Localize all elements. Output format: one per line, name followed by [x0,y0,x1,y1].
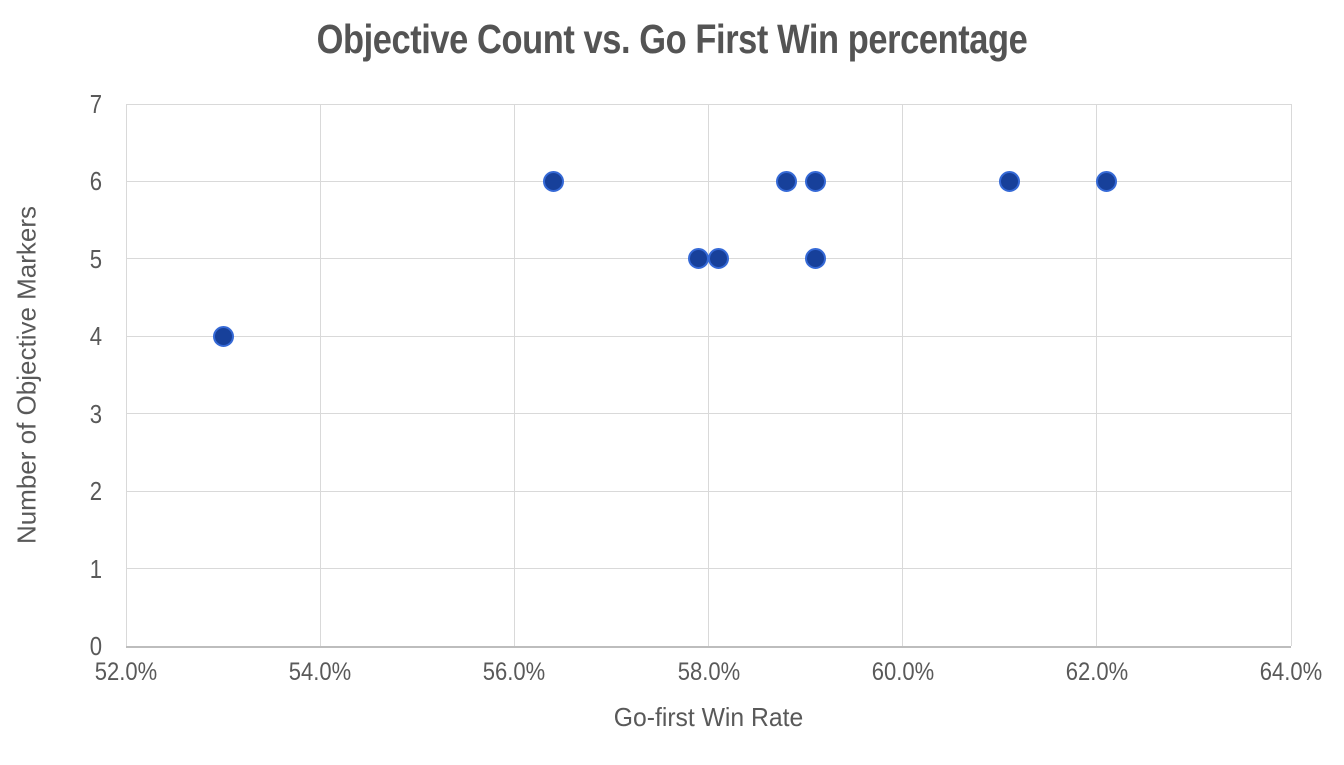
data-point [804,248,826,270]
data-point [707,248,729,270]
x-tick-label: 58.0% [677,658,740,686]
data-point [212,325,234,347]
x-tick-label: 56.0% [483,658,546,686]
gridline-vertical [1290,104,1292,646]
gridline-vertical [513,104,515,646]
y-tick-label: 5 [89,243,102,274]
data-point [688,248,710,270]
data-point [775,170,797,192]
y-tick-label: 7 [89,89,102,119]
chart-title: Objective Count vs. Go First Win percent… [316,16,1028,62]
x-axis-title: Go-first Win Rate [613,702,804,732]
y-tick-label: 0 [89,631,102,661]
gridline-horizontal [126,645,1291,648]
y-tick-label: 2 [89,476,102,507]
gridline-vertical [902,104,904,646]
x-tick-label: 62.0% [1065,658,1129,686]
plot-area [125,103,1292,648]
y-tick-label: 6 [89,166,102,197]
x-tick-label: 64.0% [1259,658,1323,686]
gridline-vertical [319,104,321,646]
data-point [542,170,564,192]
gridline-vertical [1096,104,1098,646]
x-tick-label: 54.0% [288,658,352,686]
data-point [804,170,826,192]
x-tick-label: 52.0% [94,658,158,686]
gridline-vertical [125,104,127,646]
x-tick-label: 60.0% [871,658,934,686]
y-axis-title: Number of Objective Markers [11,205,42,545]
data-point [1096,170,1118,192]
y-tick-label: 1 [89,553,102,584]
y-tick-label: 4 [89,321,102,352]
gridline-vertical [708,104,709,646]
y-tick-label: 3 [89,398,102,429]
data-point [998,170,1020,192]
